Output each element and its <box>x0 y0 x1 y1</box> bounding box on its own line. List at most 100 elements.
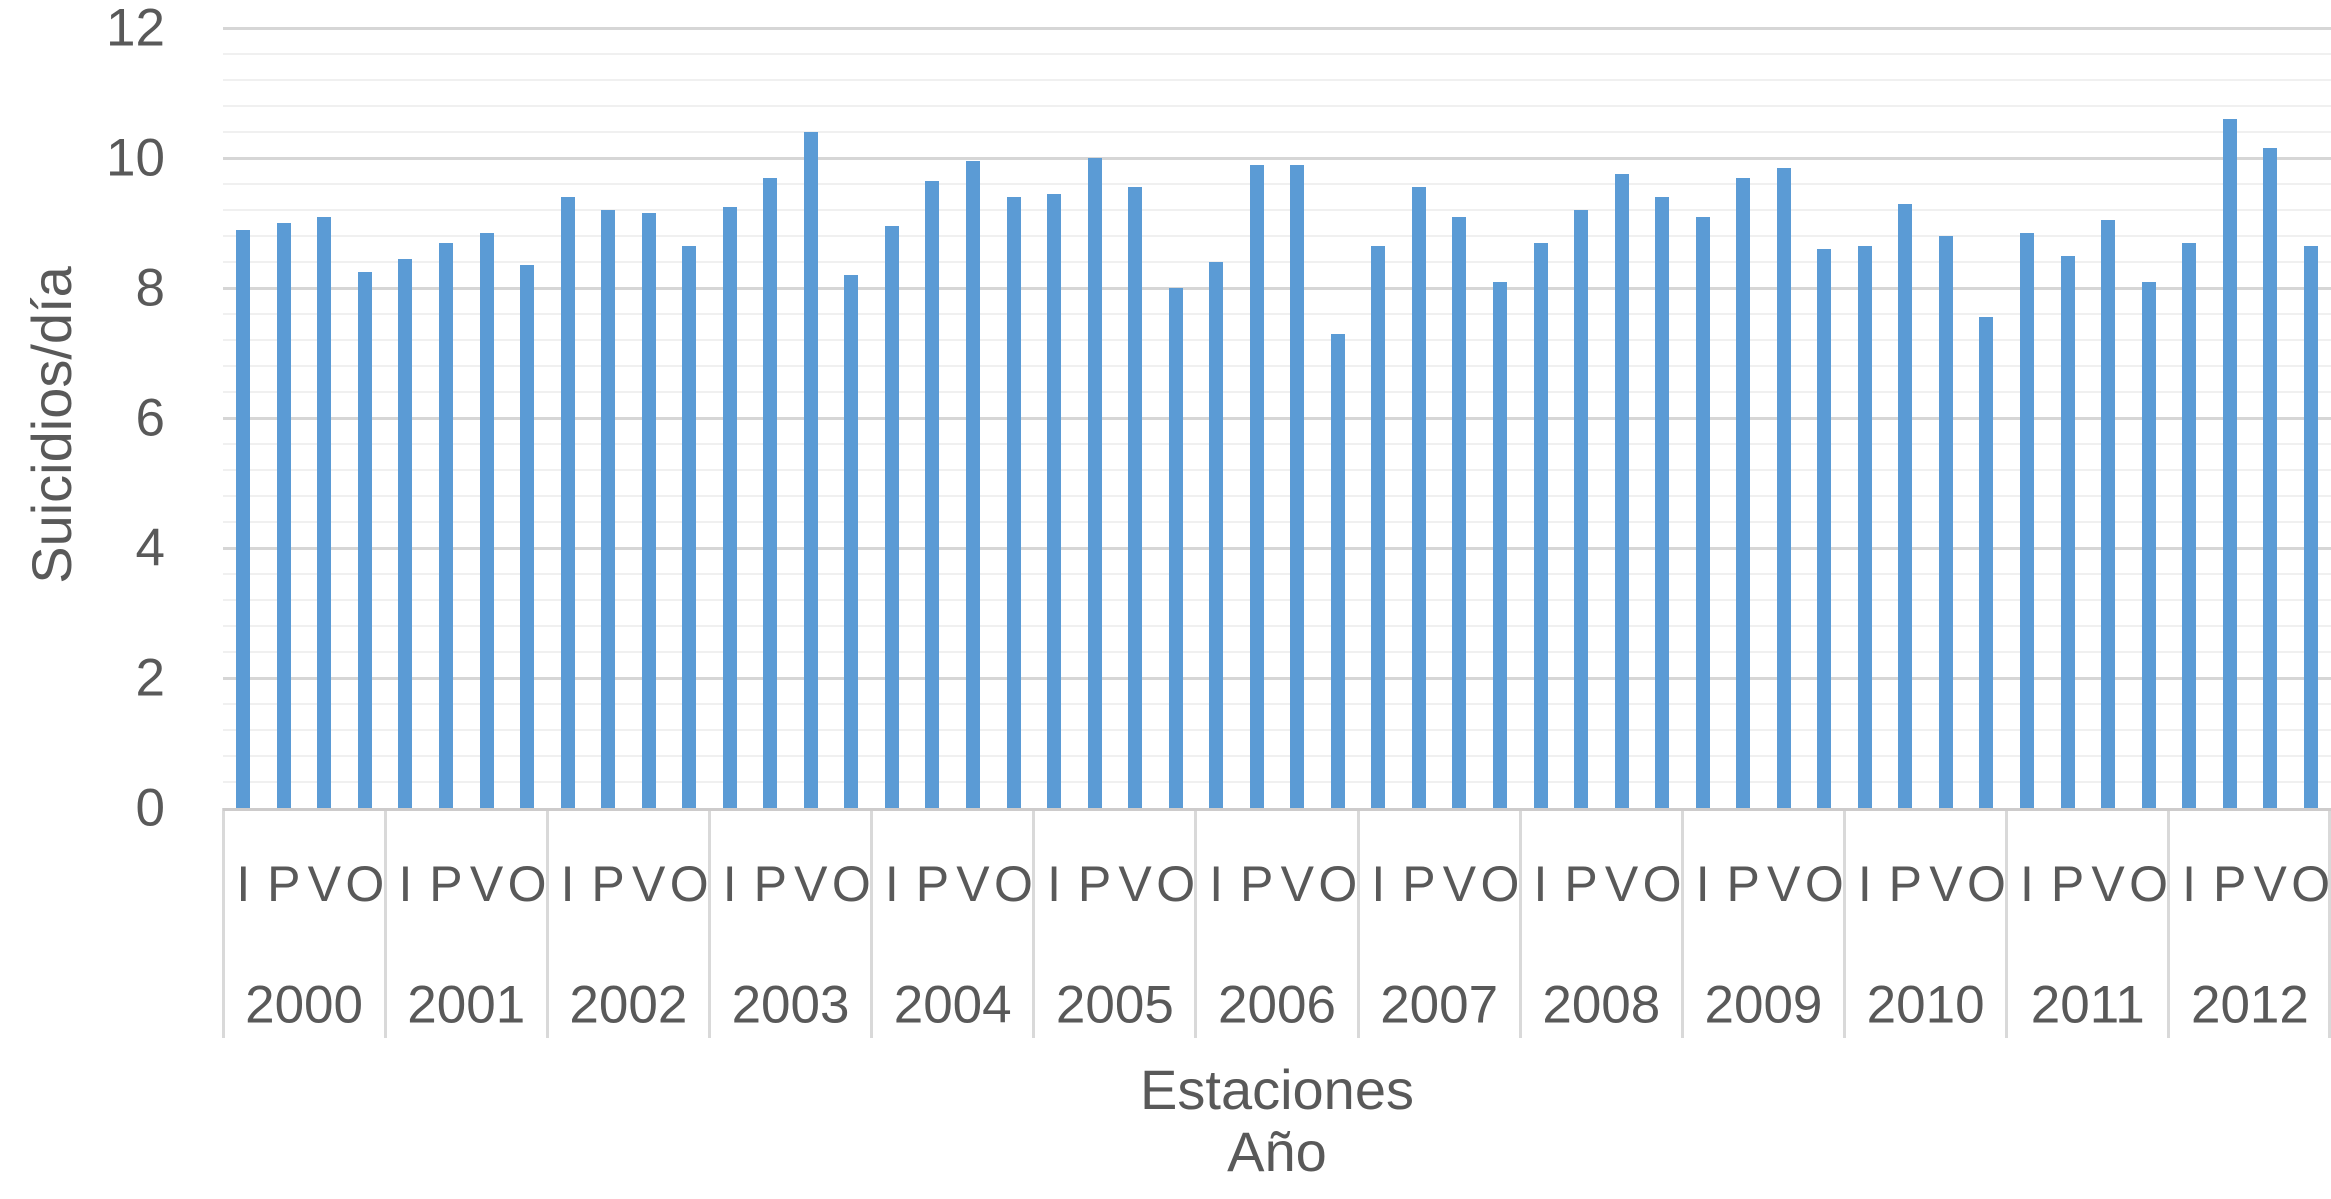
season-tick-label: V <box>307 856 342 912</box>
y-minor-gridline <box>223 703 2331 705</box>
season-tick-label: I <box>1209 856 1224 912</box>
bar <box>1452 216 1467 808</box>
group-separator <box>2167 808 2171 1038</box>
season-tick-label: V <box>2253 856 2287 912</box>
season-tick-label: P <box>591 856 625 912</box>
season-tick-label: V <box>1929 856 1963 912</box>
season-tick-label: V <box>1442 856 1477 912</box>
season-tick-label: O <box>1156 856 1196 912</box>
y-minor-gridline <box>223 469 2331 471</box>
season-tick-label: I <box>722 856 737 912</box>
y-axis-tick-label: 12 <box>106 0 165 58</box>
bar <box>641 213 656 808</box>
season-tick-label: V <box>469 856 504 912</box>
bar <box>1938 236 1953 808</box>
season-tick-label: O <box>994 856 1033 912</box>
bar <box>965 161 980 808</box>
season-tick-label: O <box>1480 856 1520 912</box>
bar <box>2263 148 2278 808</box>
bar <box>1168 288 1183 808</box>
bar <box>1128 187 1143 808</box>
bar <box>2303 245 2318 808</box>
bar <box>1817 249 1832 808</box>
y-axis-tick-label: 2 <box>135 648 165 708</box>
y-minor-gridline <box>223 105 2331 107</box>
bar <box>1736 177 1751 808</box>
group-separator <box>1194 808 1198 1038</box>
bar <box>560 197 575 808</box>
season-tick-label: I <box>884 856 899 912</box>
y-minor-gridline <box>223 391 2331 393</box>
year-tick-label: 2002 <box>569 975 688 1035</box>
bar <box>2182 242 2197 808</box>
y-minor-gridline <box>223 781 2331 783</box>
season-tick-label: I <box>2020 856 2034 912</box>
bar <box>236 229 251 808</box>
bar <box>1776 167 1791 808</box>
bar <box>2101 219 2116 808</box>
bar <box>1209 262 1224 808</box>
y-axis-tick-label: 10 <box>106 128 165 188</box>
bar <box>1411 187 1426 808</box>
bar <box>682 245 697 808</box>
y-minor-gridline <box>223 651 2331 653</box>
bar <box>1006 197 1021 808</box>
season-tick-label: O <box>1966 856 2006 912</box>
bar <box>1979 317 1994 808</box>
season-tick-label: I <box>1533 856 1548 912</box>
season-tick-label: O <box>2129 856 2169 912</box>
bar <box>1655 197 1670 808</box>
year-tick-label: 2011 <box>2030 975 2145 1035</box>
y-minor-gridline <box>223 599 2331 601</box>
group-separator <box>2005 808 2009 1038</box>
bar <box>438 242 453 808</box>
season-tick-label: P <box>1402 856 1436 912</box>
y-major-gridline <box>223 156 2331 160</box>
season-tick-label: P <box>1564 856 1598 912</box>
season-tick-label: O <box>507 856 547 912</box>
bar <box>601 210 616 808</box>
y-minor-gridline <box>223 209 2331 211</box>
x-axis-line <box>223 808 2331 811</box>
season-tick-label: O <box>345 856 385 912</box>
bar <box>763 177 778 808</box>
group-separator <box>1518 808 1522 1038</box>
y-major-gridline <box>223 286 2331 290</box>
bar <box>884 226 899 808</box>
y-major-gridline <box>223 546 2331 550</box>
season-tick-label: O <box>1804 856 1844 912</box>
y-minor-gridline <box>223 521 2331 523</box>
season-tick-label: O <box>1642 856 1682 912</box>
group-separator <box>545 808 549 1038</box>
y-axis-tick-label: 0 <box>135 778 165 838</box>
bar <box>1087 158 1102 808</box>
season-tick-label: V <box>1118 856 1152 912</box>
season-tick-label: P <box>753 856 787 912</box>
y-axis-tick-label: 6 <box>135 388 165 448</box>
bar <box>1371 245 1386 808</box>
y-minor-gridline <box>223 53 2331 55</box>
year-tick-label: 2010 <box>1866 975 1985 1035</box>
bar <box>1249 164 1264 808</box>
season-tick-label: V <box>1604 856 1639 912</box>
season-tick-label: V <box>631 856 666 912</box>
season-tick-label: O <box>831 856 871 912</box>
y-minor-gridline <box>223 625 2331 627</box>
bar <box>2060 255 2075 808</box>
year-tick-label: 2009 <box>1704 975 1823 1035</box>
bar <box>357 271 372 808</box>
year-tick-label: 2000 <box>245 975 364 1035</box>
y-minor-gridline <box>223 131 2331 133</box>
year-tick-label: 2006 <box>1218 975 1336 1035</box>
season-tick-label: I <box>2182 856 2197 912</box>
group-separator <box>707 808 711 1038</box>
y-minor-gridline <box>223 339 2331 341</box>
group-separator <box>1843 808 1847 1038</box>
season-tick-label: I <box>1371 856 1386 912</box>
bar <box>276 223 291 808</box>
y-minor-gridline <box>223 235 2331 237</box>
bar <box>1614 174 1629 808</box>
bar <box>722 206 737 808</box>
bar <box>520 265 535 808</box>
